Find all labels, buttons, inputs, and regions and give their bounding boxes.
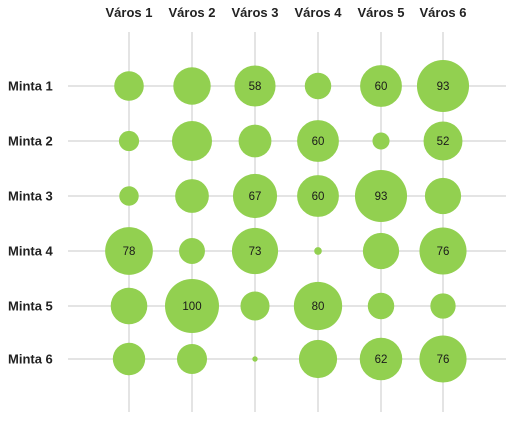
bubble-minta-2-varos-5 bbox=[372, 132, 390, 150]
bubble-value-label-minta-1-varos-5: 60 bbox=[375, 81, 388, 93]
column-label-varos-2: Város 2 bbox=[169, 5, 216, 20]
row-label-minta-2: Minta 2 bbox=[8, 134, 53, 149]
bubble-minta-1-varos-4 bbox=[304, 72, 332, 100]
row-label-minta-5: Minta 5 bbox=[8, 299, 53, 314]
bubble-minta-3-varos-1 bbox=[119, 186, 139, 206]
column-label-varos-3: Város 3 bbox=[232, 5, 279, 20]
bubble-minta-2-varos-3 bbox=[238, 124, 272, 158]
bubble-minta-3-varos-2 bbox=[175, 179, 209, 213]
bubble-minta-2-varos-2 bbox=[171, 120, 213, 162]
bubble-minta-2-varos-6 bbox=[423, 121, 463, 161]
bubble-minta-4-varos-2 bbox=[179, 238, 205, 264]
bubble-value-label-minta-4-varos-1: 78 bbox=[123, 246, 136, 258]
bubble-minta-5-varos-1 bbox=[110, 287, 148, 325]
bubble-minta-2-varos-4 bbox=[297, 120, 339, 162]
bubble-value-label-minta-2-varos-6: 52 bbox=[437, 136, 450, 148]
bubble-minta-3-varos-6 bbox=[424, 177, 462, 215]
bubble-minta-4-varos-5 bbox=[362, 232, 400, 270]
bubble-value-label-minta-5-varos-2: 100 bbox=[182, 301, 201, 313]
bubble-minta-5-varos-4 bbox=[293, 281, 343, 331]
bubble-value-label-minta-6-varos-5: 62 bbox=[375, 354, 388, 366]
column-label-varos-1: Város 1 bbox=[106, 5, 153, 20]
row-label-minta-6: Minta 6 bbox=[8, 352, 53, 367]
bubble-minta-5-varos-2 bbox=[165, 279, 219, 333]
row-label-minta-1: Minta 1 bbox=[8, 79, 53, 94]
bubble-value-label-minta-2-varos-4: 60 bbox=[312, 136, 325, 148]
bubble-value-label-minta-4-varos-6: 76 bbox=[437, 246, 450, 258]
row-label-minta-3: Minta 3 bbox=[8, 189, 53, 204]
bubble-minta-3-varos-3 bbox=[232, 173, 278, 219]
bubble-value-label-minta-4-varos-3: 73 bbox=[249, 246, 262, 258]
bubble-value-label-minta-6-varos-6: 76 bbox=[437, 354, 450, 366]
bubble-minta-1-varos-2 bbox=[173, 67, 211, 105]
bubble-minta-3-varos-4 bbox=[297, 175, 339, 217]
bubble-value-label-minta-1-varos-3: 58 bbox=[249, 81, 262, 93]
bubble-minta-6-varos-1 bbox=[112, 342, 146, 376]
bubble-minta-1-varos-1 bbox=[114, 71, 144, 101]
bubble-minta-1-varos-3 bbox=[234, 65, 276, 107]
row-label-minta-4: Minta 4 bbox=[8, 244, 54, 259]
bubble-value-label-minta-1-varos-6: 93 bbox=[437, 81, 450, 93]
bubble-minta-4-varos-3 bbox=[231, 227, 279, 275]
column-label-varos-5: Város 5 bbox=[358, 5, 405, 20]
bubble-minta-6-varos-3 bbox=[252, 356, 258, 362]
bubble-value-label-minta-3-varos-5: 93 bbox=[375, 191, 388, 203]
bubble-minta-5-varos-3 bbox=[240, 291, 270, 321]
bubble-minta-1-varos-6 bbox=[416, 59, 470, 113]
bubble-minta-6-varos-4 bbox=[298, 339, 338, 379]
bubble-minta-6-varos-5 bbox=[359, 337, 403, 381]
bubble-minta-6-varos-6 bbox=[419, 335, 467, 383]
column-label-varos-4: Város 4 bbox=[295, 5, 343, 20]
bubble-minta-5-varos-5 bbox=[367, 292, 395, 320]
bubble-value-label-minta-3-varos-4: 60 bbox=[312, 191, 325, 203]
bubble-minta-4-varos-1 bbox=[105, 227, 153, 275]
bubble-minta-4-varos-6 bbox=[419, 227, 467, 275]
bubble-minta-1-varos-5 bbox=[360, 65, 402, 107]
bubble-minta-2-varos-1 bbox=[118, 130, 140, 152]
bubble-minta-6-varos-2 bbox=[176, 343, 208, 375]
bubble-minta-4-varos-4 bbox=[314, 247, 322, 255]
bubble-value-label-minta-3-varos-3: 67 bbox=[249, 191, 262, 203]
column-label-varos-6: Város 6 bbox=[420, 5, 467, 20]
bubbles: 58 60 93 60 52 67 60 93 78 73 76 100 80 62 76 bbox=[105, 59, 470, 383]
row-labels: Minta 1 Minta 2 Minta 3 Minta 4 Minta 5 Minta… bbox=[8, 79, 54, 367]
column-labels: Város 1 Város 2 Város 3 Város 4 Város 5 Város… bbox=[106, 5, 467, 20]
bubble-minta-5-varos-6 bbox=[430, 293, 456, 319]
bubble-value-label-minta-5-varos-4: 80 bbox=[312, 301, 325, 313]
bubble-minta-3-varos-5 bbox=[354, 169, 408, 223]
